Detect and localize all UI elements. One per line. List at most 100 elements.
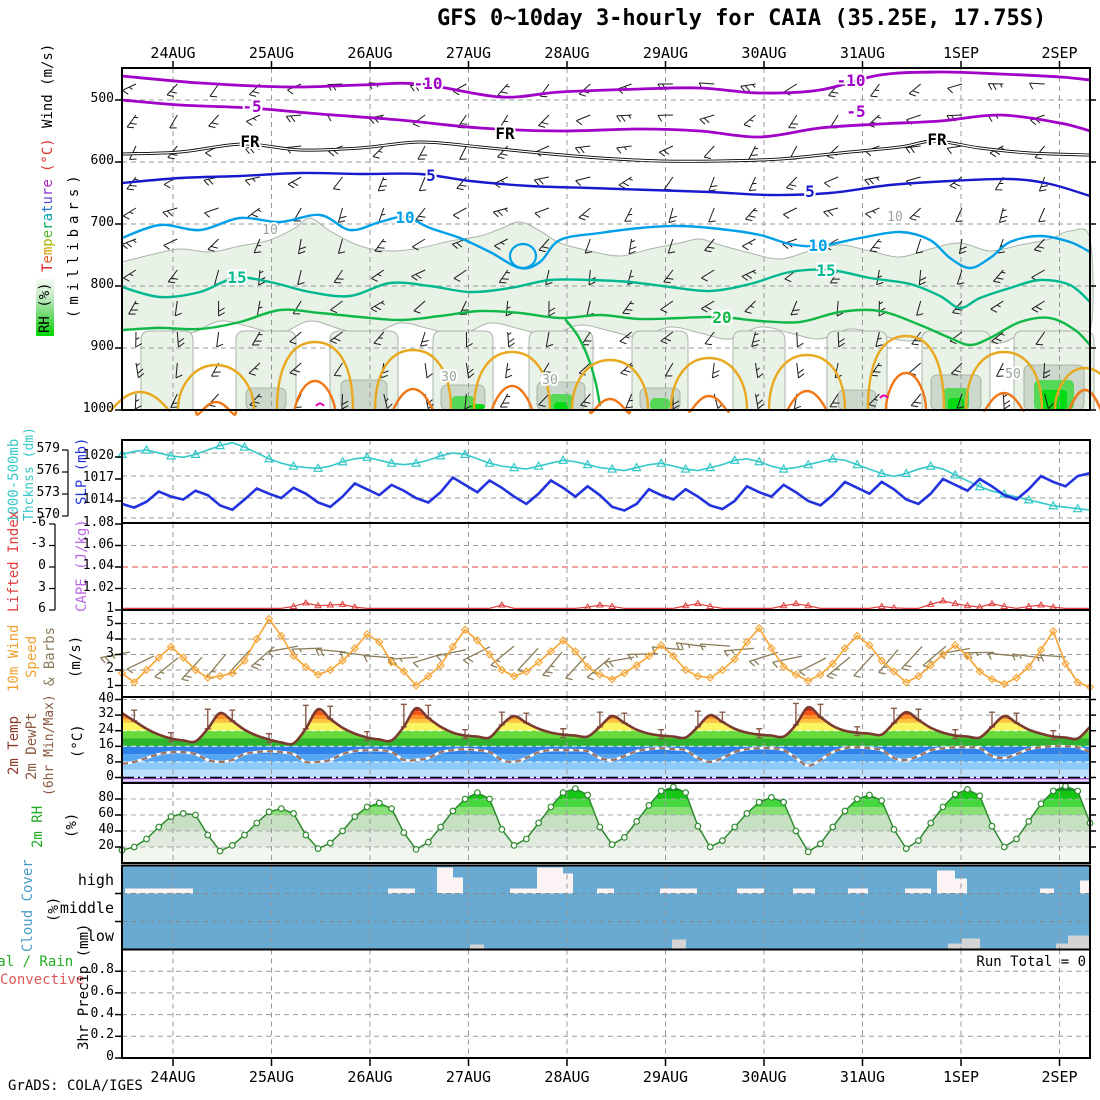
temperature-letter: t [40, 204, 56, 213]
temp-tick-label: 32 [98, 706, 114, 722]
temperature-letter: a [40, 212, 56, 222]
temp2m-axis-label-2: 2m DewPt [24, 712, 40, 780]
contour-label: 20 [712, 308, 731, 327]
rh-contour-label: 30 [441, 370, 457, 385]
cape-tick-label: 1.06 [82, 536, 114, 552]
li-grid [122, 523, 1090, 610]
date-label-bottom: 30AUG [741, 1068, 787, 1086]
li-tick-label: 3 [38, 579, 46, 595]
cape-tick-label: 1.08 [82, 515, 114, 530]
precip-tick-label: 0.2 [90, 1027, 114, 1043]
temp2m-axis-label-3: (6hr Min/Max) [42, 694, 57, 796]
temperature-letter: T [40, 263, 56, 272]
precip-tick-label: 0.6 [90, 983, 114, 999]
date-label-top: 29AUG [642, 44, 689, 62]
temperature-letter: u [40, 196, 56, 205]
date-label-bottom: 26AUG [347, 1068, 393, 1086]
li-tick-label: 6 [38, 601, 46, 617]
pressure-tick-label: 900 [90, 339, 114, 354]
cloud-row-label: middle [59, 899, 114, 917]
rh-contour-label: 50 [1005, 367, 1021, 382]
temp2m-panel [115, 696, 1096, 784]
thickness-tick-label: 576 [36, 462, 60, 478]
contour-label: 5 [426, 166, 436, 185]
date-label-top: 1SEP [942, 44, 980, 62]
precip-grid [122, 949, 1090, 1058]
contour-label: -5 [846, 102, 865, 121]
precip-panel [115, 948, 1091, 1066]
contour-label: 10 [808, 236, 827, 255]
date-label-top: 30AUG [741, 44, 787, 62]
cape-tick-label: 1 [106, 601, 114, 616]
thickness-tick-label: 570 [36, 506, 60, 522]
date-label-bottom: 24AUG [150, 1068, 196, 1086]
date-label-top: 26AUG [347, 44, 393, 62]
contour-label: 15 [227, 268, 246, 287]
temperature-letter: e [40, 179, 56, 188]
temp2m-axis-label-1: 2m Temp [6, 715, 22, 775]
thickness-tick-label: 579 [36, 441, 60, 456]
contour-label: FR [240, 132, 260, 151]
rh-contour-label: 10 [887, 210, 903, 225]
cape-tick-label: 1.04 [82, 558, 114, 573]
temperature-axis-label: Temperature [40, 179, 56, 272]
rh-tick-label: 40 [98, 822, 114, 837]
slp-tick-label: 1020 [82, 448, 114, 463]
temp-tick-label: 16 [98, 737, 114, 753]
pressure-tick-label: 800 [90, 277, 114, 292]
temperature-letter: r [40, 187, 56, 197]
slp-grid [122, 440, 1090, 523]
wind-speed-tick-label: 4 [106, 630, 114, 645]
precip-convective-label: Convective [0, 972, 85, 988]
precip-tick-label: 0 [106, 1049, 114, 1064]
wind-speed-tick-label: 1 [106, 676, 114, 692]
temp-tick-label: 40 [98, 690, 114, 706]
rh-contour-label: 10 [262, 223, 278, 238]
wind10m-axis-label-3: & Barbs [42, 626, 58, 686]
minmax-bars [131, 702, 1057, 744]
li-tick-label: -6 [30, 514, 46, 530]
upper-air-panel: -10 -10 -5 -5 FR FR FR 5 5 10 10 15 15 20 10 10 30 30 50 [108, 61, 1100, 416]
contour-label: FR [927, 130, 947, 149]
date-label-top: 28AUG [544, 44, 590, 62]
rh-color-bands [122, 786, 1090, 863]
date-label-top: 24AUG [150, 44, 196, 62]
rh-tick-label: 20 [98, 838, 114, 853]
date-label-bottom: 1SEP [942, 1068, 980, 1086]
temperature-letter: e [40, 255, 56, 264]
date-label-bottom: 28AUG [544, 1068, 590, 1086]
temperature-letter: p [40, 238, 56, 247]
wind-speed-tick-label: 2 [106, 661, 114, 676]
li-cape-panel [49, 522, 1091, 611]
contour-label: -10 [837, 71, 866, 90]
run-total-label: Run Total = 0 [976, 954, 1086, 970]
slp-tick-label: 1017 [82, 469, 114, 485]
wind-speed-tick-label: 5 [106, 614, 114, 630]
temperature-contours [108, 70, 1100, 416]
date-label-top: 2SEP [1041, 44, 1078, 62]
rh2m-panel [115, 782, 1096, 864]
contour-label: -10 [414, 74, 443, 93]
slp-thickness-panel [62, 439, 1091, 524]
cape-tick-label: 1.02 [82, 579, 114, 595]
cloud-panel [115, 864, 1091, 951]
rh2m-axis-label: 2m RH [30, 805, 46, 848]
temp-tick-label: 8 [106, 752, 114, 768]
wind10m-grid [122, 610, 1090, 697]
wind10m-axis-label-2: Speed [24, 635, 40, 678]
date-label-top: 27AUG [445, 44, 492, 62]
cloud-axis-label: Cloud Cover [20, 859, 36, 952]
contour-label: -5 [242, 97, 261, 116]
slp-tick-label: 1014 [82, 491, 114, 507]
pressure-tick-label: 1000 [82, 401, 114, 416]
wind10m-panel [100, 609, 1095, 698]
cloud-grid [122, 865, 1090, 950]
rh-legend-label: RH (%) [36, 279, 54, 336]
date-label-bottom: 2SEP [1041, 1068, 1078, 1086]
pressure-axis-label: (millibars) [66, 170, 82, 318]
contour-label: 5 [805, 182, 815, 201]
page-title: GFS 0~10day 3-hourly for CAIA (35.25E, 1… [437, 6, 1047, 31]
wind-axis-label: Wind (m/s) [40, 43, 56, 128]
